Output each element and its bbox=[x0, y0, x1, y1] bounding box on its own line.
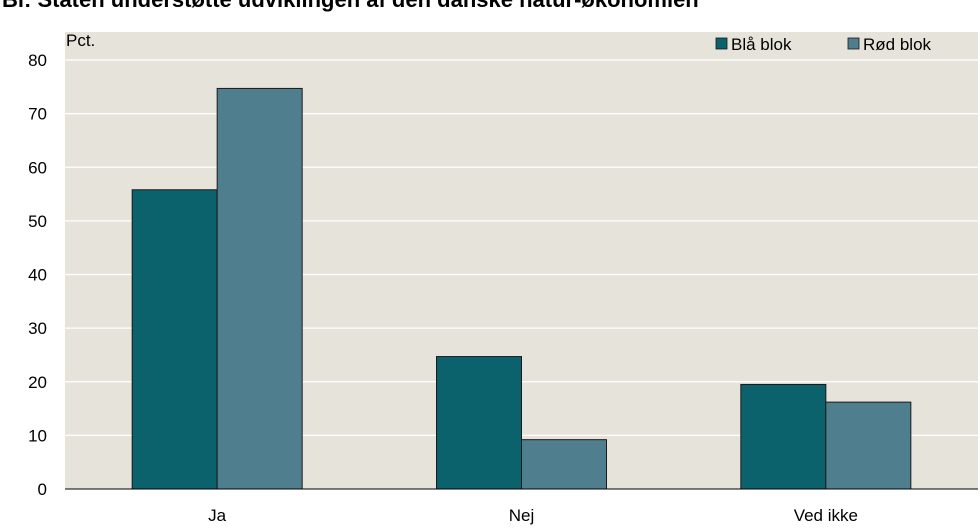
x-tick-label: Ved ikke bbox=[794, 506, 858, 525]
legend-label: Rød blok bbox=[863, 35, 932, 54]
y-axis-unit-label: Pct. bbox=[66, 31, 95, 50]
legend-label: Blå blok bbox=[731, 35, 792, 54]
bar-blå-blok-ja bbox=[132, 190, 217, 489]
x-axis-ticks: Ja Nej Ved ikke bbox=[208, 506, 858, 525]
bar-rød-blok-nej bbox=[522, 440, 607, 489]
y-axis-ticks: 0 10 20 30 40 50 60 70 80 bbox=[28, 51, 47, 499]
bar-blå-blok-ved-ikke bbox=[741, 384, 826, 489]
y-tick-label: 70 bbox=[28, 105, 47, 124]
y-tick-label: 40 bbox=[28, 266, 47, 285]
y-tick-label: 10 bbox=[28, 426, 47, 445]
y-tick-label: 30 bbox=[28, 319, 47, 338]
y-tick-label: 50 bbox=[28, 212, 47, 231]
x-tick-label: Ja bbox=[208, 506, 227, 525]
bar-rød-blok-ved-ikke bbox=[826, 402, 911, 489]
legend-swatch bbox=[716, 38, 727, 49]
y-tick-label: 80 bbox=[28, 51, 47, 70]
y-tick-label: 60 bbox=[28, 158, 47, 177]
legend-swatch bbox=[848, 38, 859, 49]
y-tick-label: 20 bbox=[28, 373, 47, 392]
y-tick-label: 0 bbox=[38, 480, 47, 499]
bar-rød-blok-ja bbox=[217, 88, 302, 489]
chart-title: Bl: Staten understøtte udviklingen af de… bbox=[2, 0, 699, 12]
bar-blå-blok-nej bbox=[437, 357, 522, 489]
x-tick-label: Nej bbox=[509, 506, 535, 525]
